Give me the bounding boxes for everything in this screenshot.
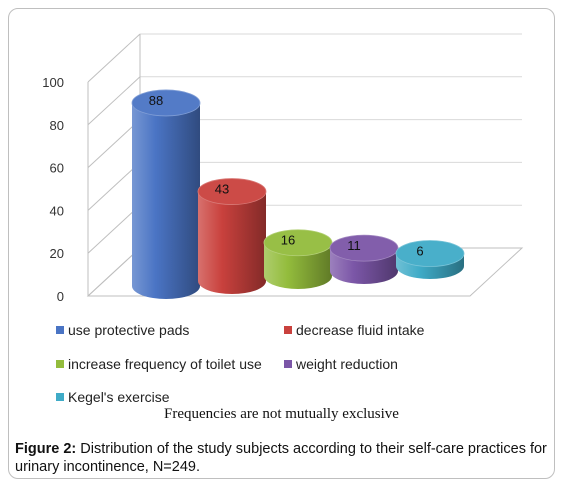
legend-label: weight reduction	[296, 356, 398, 372]
bar-cylinder	[132, 102, 200, 299]
legend-item: Kegel's exercise	[56, 389, 170, 405]
data-label: 11	[347, 238, 361, 253]
gridline-side	[87, 119, 141, 168]
legend-label: increase frequency of toilet use	[68, 356, 262, 372]
legend-label: Kegel's exercise	[68, 389, 170, 405]
bar-top	[197, 178, 267, 205]
legend-item: use protective pads	[56, 322, 189, 338]
caption-label: Figure 2:	[15, 441, 77, 457]
chart-note: Frequencies are not mutually exclusive	[164, 406, 399, 422]
legend-swatch	[56, 326, 64, 334]
legend-swatch	[56, 393, 64, 401]
gridline-side	[87, 76, 141, 126]
legend-swatch	[56, 360, 64, 368]
legend-label: decrease fluid intake	[296, 322, 425, 338]
data-label: 43	[215, 182, 229, 197]
bar-top	[395, 240, 465, 267]
figure-caption: Figure 2: Distribution of the study subj…	[15, 440, 555, 476]
chart-floor	[86, 247, 524, 297]
legend-item: weight reduction	[284, 356, 398, 372]
y-tick-label: 40	[50, 203, 64, 218]
caption-text: Distribution of the study subjects accor…	[15, 441, 547, 475]
legend-item: increase frequency of toilet use	[56, 356, 262, 372]
data-label: 88	[149, 93, 163, 108]
y-tick-label: 60	[50, 161, 64, 176]
bar-top	[329, 234, 399, 262]
data-label: 6	[416, 244, 423, 259]
y-tick-label: 80	[50, 118, 64, 133]
legend-swatch	[284, 360, 292, 368]
y-tick-label: 20	[50, 246, 64, 261]
gridline-side	[87, 204, 141, 254]
bar-top	[131, 89, 201, 117]
legend-item: decrease fluid intake	[284, 322, 424, 338]
bar-chart: 0 20 40 60 80 100 88 43 16 11 6	[42, 33, 524, 304]
legend-swatch	[284, 326, 292, 334]
legend-label: use protective pads	[68, 322, 190, 338]
data-label: 16	[281, 233, 295, 248]
y-tick-label: 0	[57, 289, 64, 304]
bar-cylinder	[198, 191, 266, 294]
gridline-side	[87, 162, 141, 211]
y-tick-label: 100	[42, 75, 64, 90]
bar-top	[263, 229, 333, 257]
gridline-side	[87, 33, 141, 83]
